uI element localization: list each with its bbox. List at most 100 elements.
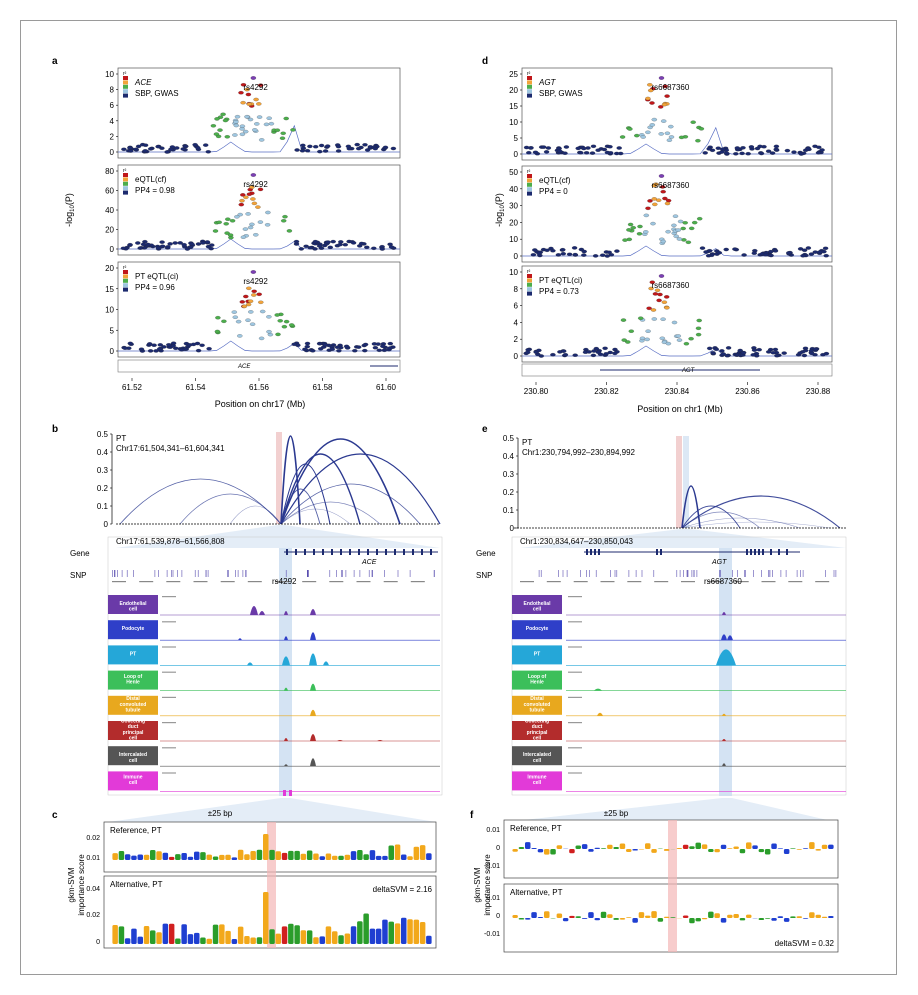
- d-snp-point: [637, 224, 643, 229]
- a-r2-swatch: [123, 93, 128, 98]
- d-snp-point: [797, 247, 804, 251]
- panel-b-zoom-region: Chr17:61,539,878–61,566,808: [116, 537, 225, 546]
- a-snp-point: [362, 348, 368, 353]
- d-r2-swatch: [527, 76, 532, 80]
- panel-b-snp-label: rs4292: [272, 577, 297, 586]
- a-snp-point: [294, 148, 300, 152]
- d-snp-point: [530, 253, 537, 257]
- f-logo-letter: [632, 918, 638, 923]
- a-ytick: 2: [110, 132, 115, 141]
- d-snp-point: [650, 308, 657, 312]
- e-arc-ytick: 0.1: [503, 506, 515, 515]
- f-logo-letter: [815, 849, 821, 851]
- d-snp-point: [702, 151, 708, 155]
- f-logo-letter: [581, 844, 588, 849]
- a-snp-point: [246, 102, 252, 106]
- d-snp-point: [668, 135, 675, 139]
- d-snp-point: [703, 250, 709, 254]
- d-snp-point: [682, 221, 688, 225]
- c-logo-letter: [250, 851, 256, 860]
- e-exon: [586, 549, 588, 555]
- d-snp-point: [536, 251, 542, 256]
- panel-c-letter: c: [52, 810, 58, 821]
- e-snp-id: [573, 581, 588, 583]
- a-snp-point: [289, 323, 295, 327]
- a-snp-point: [251, 201, 258, 206]
- c-logo-letter: [375, 855, 382, 860]
- panel-e: 0 0.1 0.2 0.3 0.4 0.5 PT Chr1:230,794,992–230…: [476, 434, 847, 796]
- d-snp-point: [763, 252, 769, 257]
- d-snp-point: [621, 338, 627, 342]
- e-celltype-box: [512, 771, 562, 791]
- e-celltype-label: PT: [534, 651, 540, 657]
- d-snp-point: [697, 216, 703, 221]
- d-snp-point: [626, 228, 632, 232]
- d-snp-point: [716, 250, 723, 255]
- a-snp-point: [205, 150, 211, 154]
- a-snp-point: [127, 242, 133, 247]
- c-logo-letter: [250, 937, 256, 944]
- a-snp-point: [147, 147, 154, 151]
- e-celltype-label: Collecting: [525, 719, 549, 725]
- b-track-peak: [284, 738, 288, 741]
- d-snp-point: [671, 223, 677, 228]
- a-snp-point: [312, 247, 318, 251]
- f-logo-letter: [790, 916, 796, 918]
- a-snp-point: [243, 195, 249, 199]
- panel-a: -log10(P) 0 2 4 6 8 10 r² ACE SBP, GWAS rs4292 0 20…: [64, 67, 401, 409]
- d-snp-point: [745, 151, 751, 156]
- d-r2-swatch: [527, 178, 532, 183]
- d-snp-point: [696, 318, 702, 323]
- a-snp-point: [362, 342, 369, 347]
- c-logo-letter: [256, 849, 263, 860]
- b-arc: [280, 453, 361, 525]
- d-snp-point: [658, 105, 664, 109]
- b-track-scale: [162, 596, 176, 598]
- e-exon: [762, 549, 764, 555]
- a-snp-point: [390, 146, 397, 151]
- e-track-scale: [568, 747, 582, 749]
- panel-f-alt-label: Alternative, PT: [510, 888, 563, 897]
- b-exon: [331, 549, 333, 555]
- d-snp-point: [680, 226, 686, 231]
- panel-f-delta: deltaSVM = 0.32: [775, 939, 835, 948]
- d-snp-point: [770, 351, 777, 355]
- d-snp-point: [645, 206, 651, 210]
- c-logo-letter: [162, 852, 169, 860]
- d-subplot-frame: [521, 165, 833, 263]
- a-snp-point: [120, 246, 127, 250]
- a-snp-point: [214, 117, 220, 121]
- d-snp-point: [769, 151, 776, 155]
- panel-e-letter: e: [482, 424, 488, 435]
- d-snp-point: [661, 102, 668, 107]
- figure-frame: [20, 20, 897, 975]
- a-snp-point: [263, 122, 270, 127]
- c-logo-letter: [375, 928, 382, 944]
- b-celltype-label: Collecting: [121, 719, 145, 725]
- a-r2-swatch: [123, 278, 128, 283]
- d-snp-point: [786, 251, 792, 255]
- a-snp-point: [249, 185, 255, 189]
- d-snp-point: [695, 138, 701, 143]
- f-logo-letter: [758, 918, 765, 920]
- c-logo-letter: [325, 853, 332, 860]
- a-lead-snp: [250, 270, 257, 274]
- d-snp-point: [739, 151, 745, 156]
- a-snp-point: [237, 212, 243, 217]
- b-celltype-box: [108, 670, 158, 690]
- panel-d-ylabel: -log10(P): [494, 193, 506, 227]
- b-exon: [304, 549, 306, 555]
- a-r2-swatch: [123, 89, 128, 94]
- f-logo-letter: [790, 848, 796, 849]
- b-track-scale: [162, 621, 176, 623]
- d-snp-point: [706, 147, 712, 151]
- d-snp-point: [604, 150, 611, 155]
- c-logo-letter: [200, 937, 206, 944]
- c-logo-letter: [194, 851, 200, 860]
- c-logo-letter: [281, 926, 288, 944]
- c-logo-letter: [319, 856, 325, 860]
- a-snp-point: [304, 341, 311, 346]
- a-r2-swatch: [123, 76, 128, 80]
- d-snp-point: [541, 145, 547, 149]
